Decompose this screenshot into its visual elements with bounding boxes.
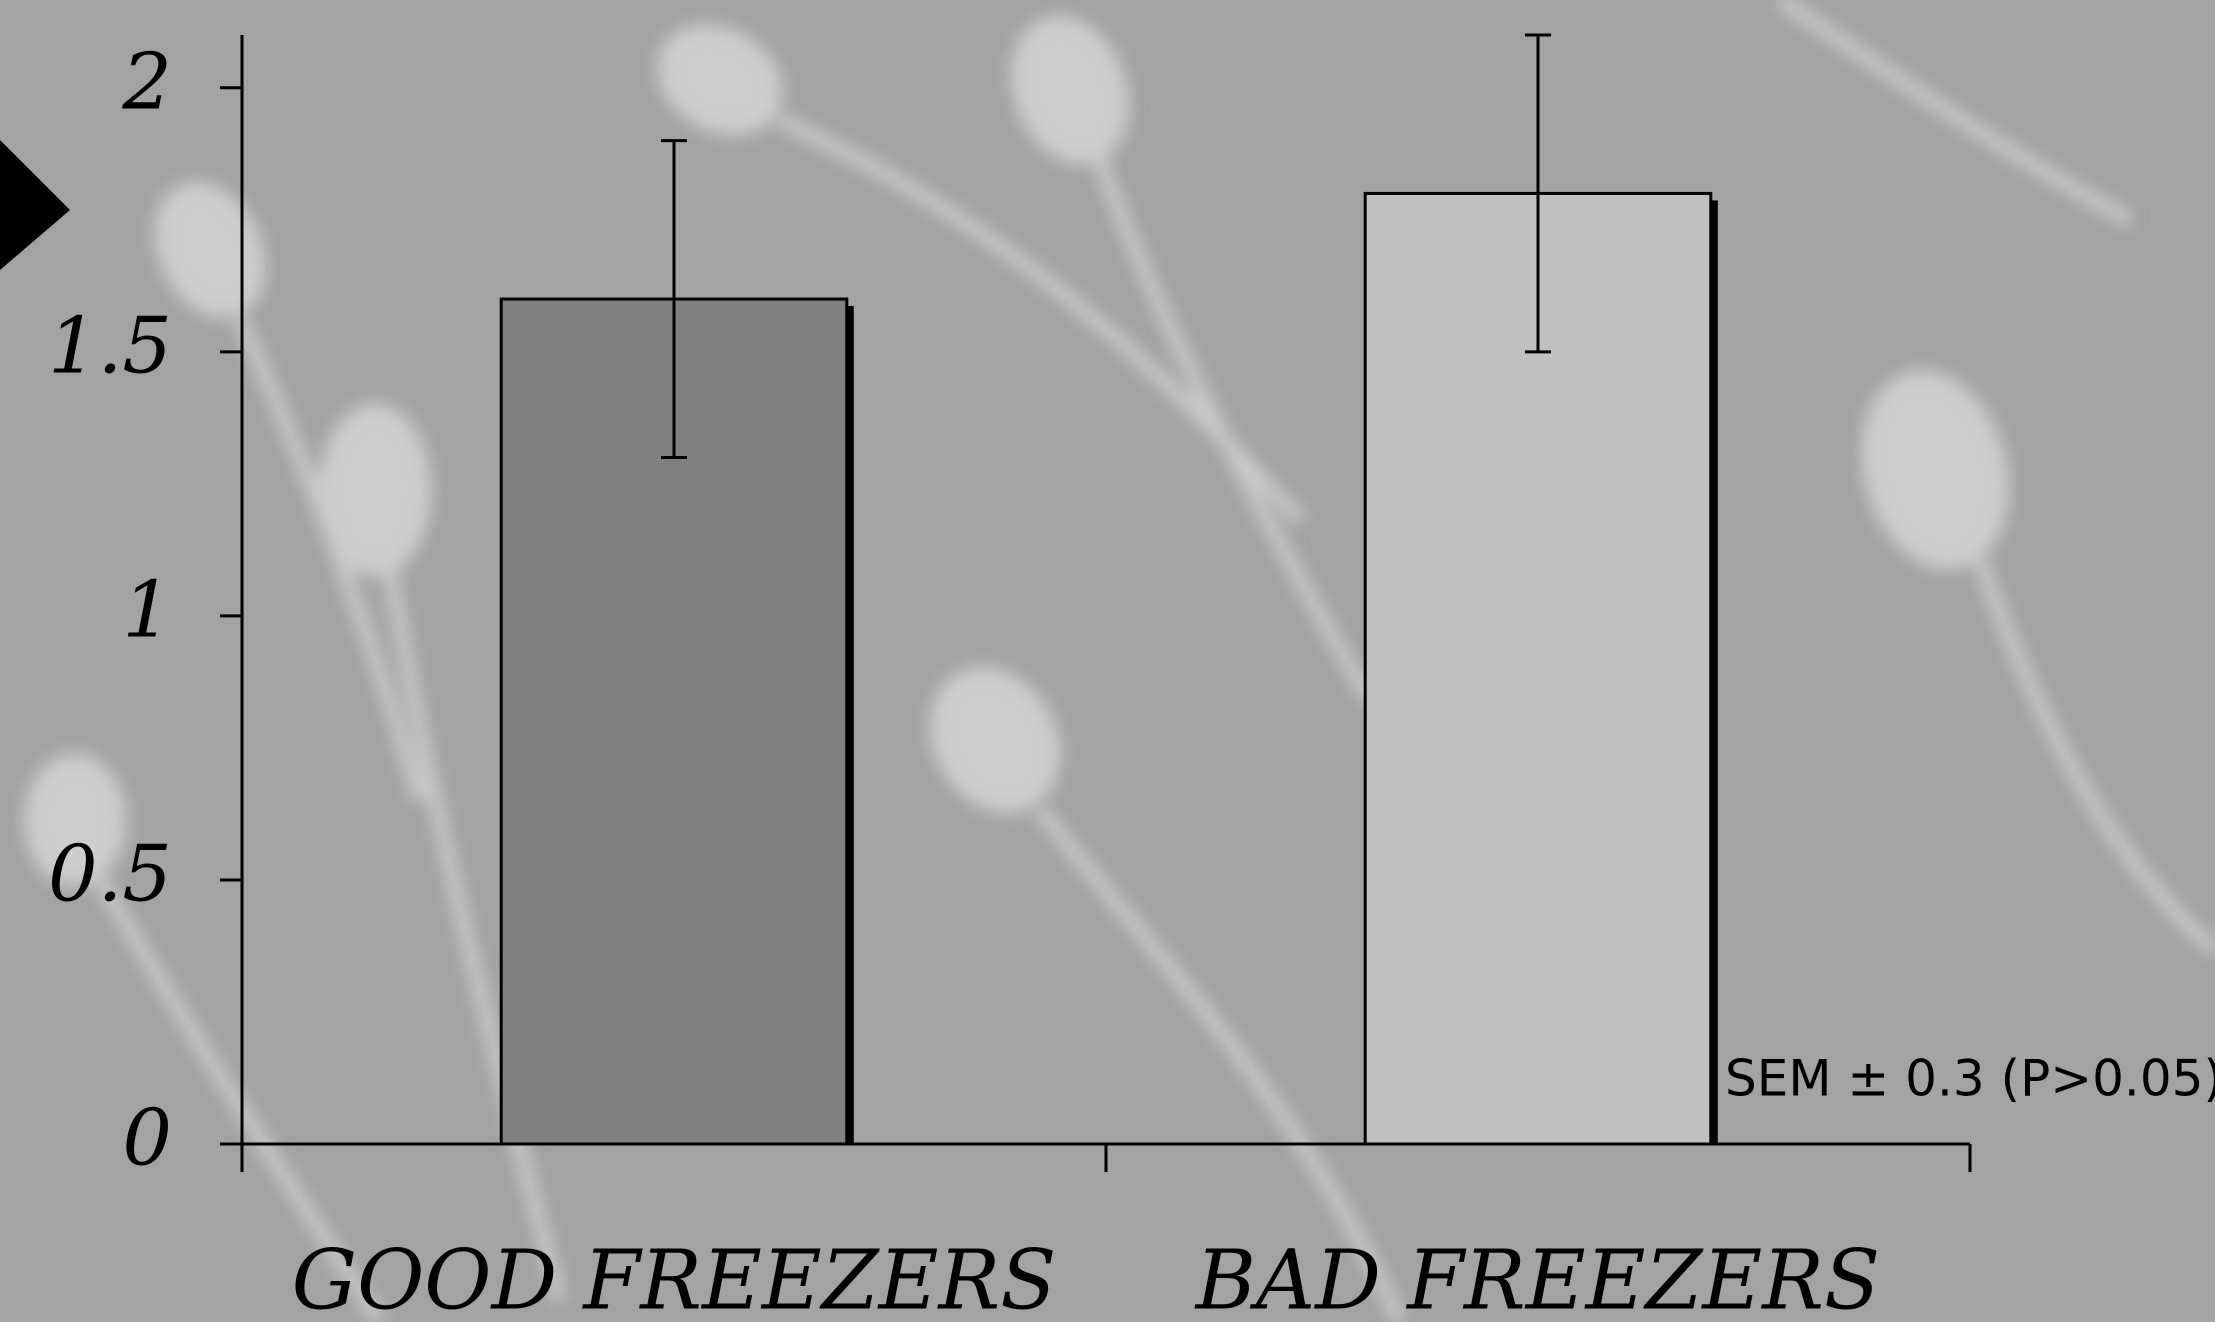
- x-tick-label: GOOD FREEZERS: [292, 1234, 1057, 1322]
- y-tick-label: 0: [122, 1094, 172, 1184]
- y-tick-label: 2: [121, 37, 172, 127]
- y-tick-label: 0.5: [48, 829, 172, 919]
- error-bar: [661, 139, 687, 459]
- background-decoration: [23, 0, 2215, 1322]
- y-tick-label: 1.5: [48, 301, 172, 391]
- y-tick-label: 1: [122, 565, 172, 655]
- decoration-diamond: [0, 140, 70, 270]
- x-tick-label: BAD FREEZERS: [1194, 1234, 1880, 1322]
- plot-area: 0 0.5 1 1.5 2 GOOD FREEZERS BAD FREEZERS: [48, 33, 1972, 1322]
- error-bar: [1525, 33, 1551, 354]
- annotation: SEM ± 0.3 (P>0.05): [1725, 1050, 2215, 1108]
